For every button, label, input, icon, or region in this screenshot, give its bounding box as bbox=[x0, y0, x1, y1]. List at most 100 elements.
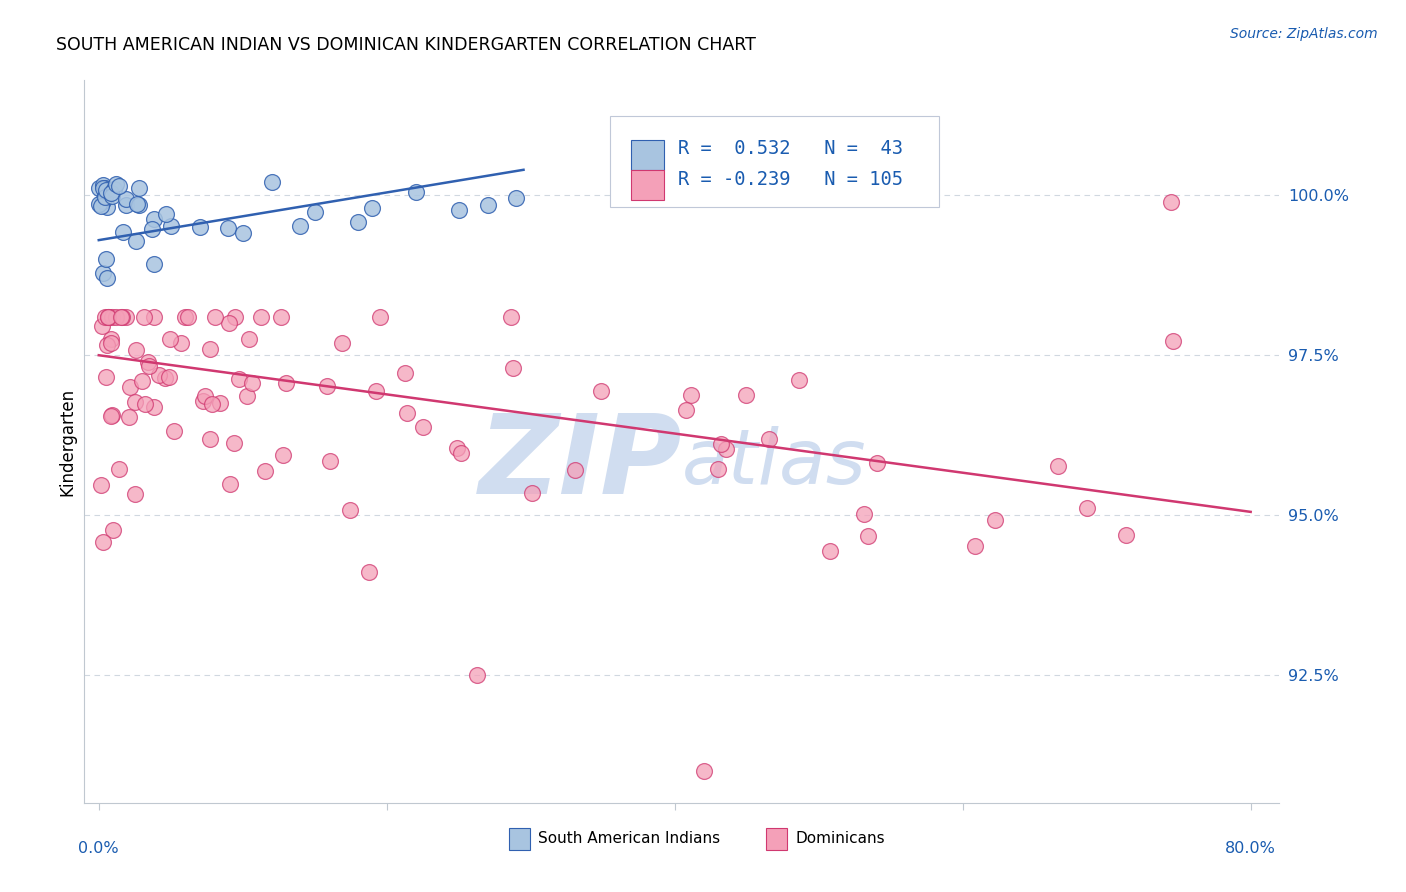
Point bbox=[100, 409, 122, 423]
Point bbox=[108, 179, 131, 194]
Point bbox=[505, 191, 527, 205]
Point bbox=[675, 403, 697, 417]
Point bbox=[446, 441, 468, 455]
Point bbox=[114, 310, 136, 324]
Point bbox=[193, 393, 215, 408]
Point bbox=[104, 177, 127, 191]
Point bbox=[108, 461, 131, 475]
Point bbox=[276, 376, 298, 390]
Point bbox=[136, 354, 159, 368]
Point bbox=[304, 205, 326, 219]
Point bbox=[134, 396, 156, 410]
Point bbox=[1076, 500, 1098, 515]
Point bbox=[395, 406, 418, 420]
FancyBboxPatch shape bbox=[509, 828, 530, 850]
Text: ZIP: ZIP bbox=[478, 409, 682, 516]
Point bbox=[163, 424, 186, 438]
Point bbox=[818, 543, 841, 558]
Point bbox=[198, 432, 221, 446]
Point bbox=[1161, 334, 1184, 348]
Point bbox=[710, 436, 733, 450]
Point bbox=[218, 316, 240, 330]
Point bbox=[96, 252, 118, 266]
Point bbox=[965, 539, 987, 553]
Point bbox=[118, 409, 141, 424]
Point bbox=[564, 463, 586, 477]
Point bbox=[339, 502, 361, 516]
FancyBboxPatch shape bbox=[610, 117, 939, 207]
Point bbox=[520, 485, 543, 500]
Point bbox=[177, 310, 200, 324]
Point bbox=[232, 226, 254, 240]
Point bbox=[155, 371, 177, 385]
Point bbox=[208, 395, 231, 409]
Point bbox=[679, 388, 702, 402]
Point bbox=[364, 384, 387, 399]
Point bbox=[96, 337, 118, 351]
Point bbox=[412, 420, 434, 434]
Point bbox=[91, 266, 114, 280]
Point bbox=[125, 197, 148, 211]
Text: 80.0%: 80.0% bbox=[1225, 841, 1277, 856]
Point bbox=[138, 359, 160, 373]
Point bbox=[1160, 194, 1182, 209]
Point bbox=[91, 181, 114, 195]
Point bbox=[97, 310, 120, 324]
Point bbox=[359, 565, 381, 579]
Point bbox=[450, 446, 472, 460]
Point bbox=[96, 200, 118, 214]
Point bbox=[1115, 528, 1137, 542]
Point bbox=[159, 332, 181, 346]
Point bbox=[361, 201, 384, 215]
Point bbox=[201, 397, 224, 411]
Point bbox=[260, 175, 283, 189]
Point bbox=[198, 342, 221, 356]
Point bbox=[90, 319, 112, 334]
Point bbox=[143, 400, 166, 414]
Point bbox=[405, 186, 427, 200]
Point bbox=[242, 376, 264, 390]
Point bbox=[465, 668, 488, 682]
Point bbox=[394, 366, 416, 380]
FancyBboxPatch shape bbox=[766, 828, 787, 850]
Point bbox=[94, 180, 117, 194]
Text: SOUTH AMERICAN INDIAN VS DOMINICAN KINDERGARTEN CORRELATION CHART: SOUTH AMERICAN INDIAN VS DOMINICAN KINDE… bbox=[56, 36, 756, 54]
Point bbox=[131, 374, 153, 388]
Point bbox=[228, 372, 250, 386]
Point bbox=[94, 310, 117, 324]
Point bbox=[270, 310, 292, 324]
Point bbox=[124, 487, 146, 501]
Point bbox=[148, 368, 170, 382]
Point bbox=[204, 310, 226, 324]
FancyBboxPatch shape bbox=[630, 169, 664, 200]
Point bbox=[141, 221, 163, 235]
Y-axis label: Kindergarten: Kindergarten bbox=[58, 387, 76, 496]
Point bbox=[222, 436, 245, 450]
Point bbox=[111, 310, 134, 324]
Point bbox=[734, 388, 756, 402]
Point bbox=[125, 234, 148, 248]
Point bbox=[370, 310, 392, 324]
Point bbox=[112, 225, 135, 239]
Point bbox=[94, 189, 117, 203]
Point bbox=[692, 764, 714, 778]
Point bbox=[866, 456, 889, 470]
Point bbox=[115, 192, 138, 206]
Point bbox=[499, 310, 522, 324]
Point bbox=[100, 186, 122, 200]
Point bbox=[94, 182, 117, 196]
Point bbox=[128, 181, 150, 195]
Point bbox=[103, 182, 125, 196]
Text: R = -0.239   N = 105: R = -0.239 N = 105 bbox=[678, 170, 903, 189]
Point bbox=[96, 369, 118, 384]
Point bbox=[128, 198, 150, 212]
Point bbox=[758, 432, 780, 446]
Point bbox=[157, 370, 180, 384]
Point bbox=[238, 332, 260, 346]
Point bbox=[91, 178, 114, 193]
Point bbox=[93, 190, 115, 204]
Point bbox=[236, 389, 259, 403]
Point bbox=[96, 271, 118, 285]
Point bbox=[188, 219, 211, 234]
Point bbox=[89, 197, 111, 211]
